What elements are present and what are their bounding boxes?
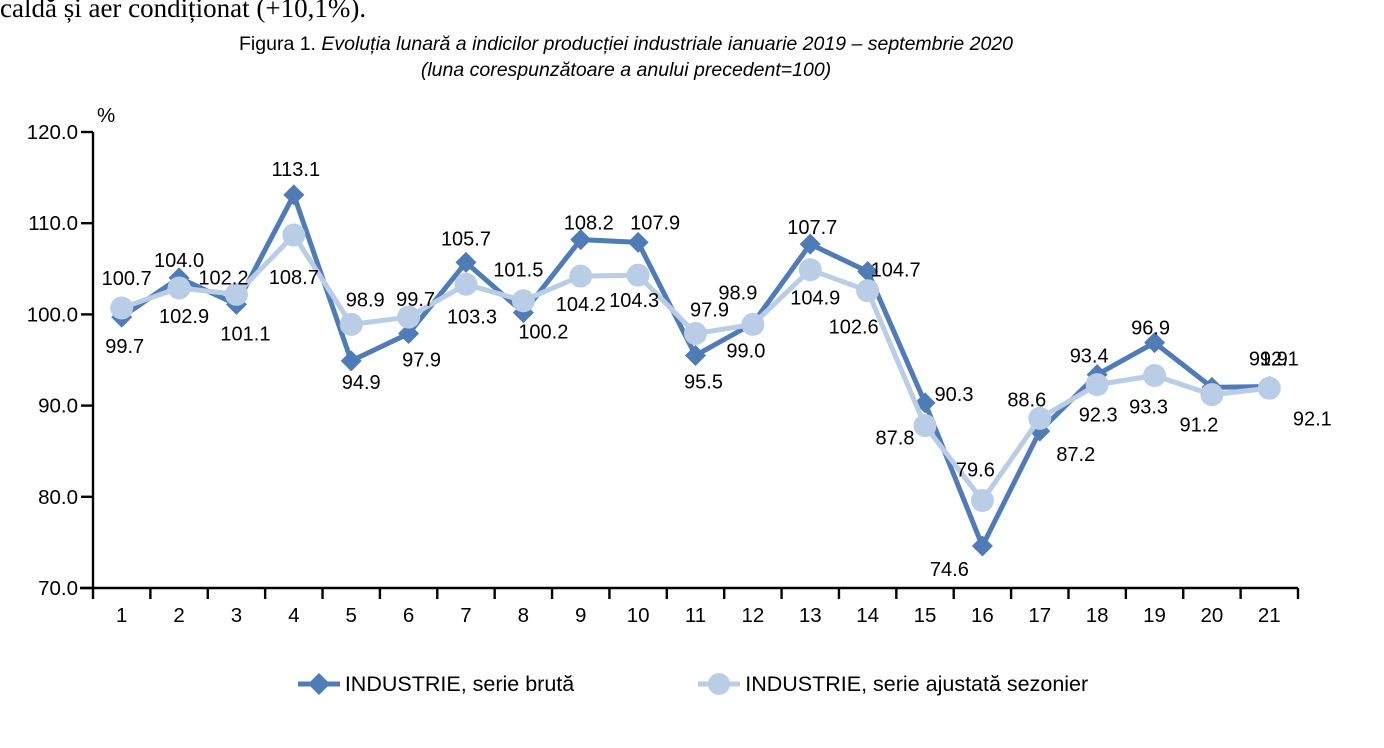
chart-title-main: Evoluția lunară a indicilor producției i… [321,33,1013,55]
svg-text:104.9: 104.9 [790,288,840,310]
axes [80,130,1300,599]
legend-label-serie-ajustata: INDUSTRIE, serie ajustată sezonier [745,671,1089,696]
svg-text:2: 2 [173,604,184,627]
svg-text:120.0: 120.0 [27,121,78,144]
svg-text:92.1: 92.1 [1260,348,1299,370]
chart-title: Figura 1. Evoluția lunară a indicilor pr… [0,33,1252,56]
svg-text:104.0: 104.0 [154,250,204,272]
svg-text:79.6: 79.6 [956,459,995,481]
svg-text:98.9: 98.9 [346,289,385,311]
svg-text:92.1: 92.1 [1293,408,1332,430]
svg-text:96.9: 96.9 [1131,318,1170,340]
svg-text:98.9: 98.9 [718,282,757,304]
diamond-marker-icon [297,673,340,695]
svg-text:100.7: 100.7 [102,268,152,290]
svg-text:104.7: 104.7 [871,260,921,282]
svg-text:102.9: 102.9 [159,306,209,328]
svg-text:104.3: 104.3 [609,290,659,312]
svg-text:3: 3 [231,604,242,627]
svg-text:20: 20 [1201,604,1224,627]
svg-text:12: 12 [741,604,764,627]
svg-text:90.0: 90.0 [38,395,78,418]
svg-text:100.0: 100.0 [27,303,78,326]
svg-text:93.3: 93.3 [1129,397,1168,419]
svg-text:99.7: 99.7 [396,289,435,311]
svg-text:105.7: 105.7 [441,228,491,250]
svg-text:91.9: 91.9 [1249,348,1288,370]
svg-text:108.2: 108.2 [564,213,614,235]
circle-marker-icon [698,673,741,695]
data-labels-serie-ajustata: 100.7 102.9 102.2 108.7 98.9 99.7 103.3 101.5 10… [102,260,1288,482]
chart-subtitle: (luna corespunzătoare a anului precedent… [420,59,832,81]
svg-text:107.9: 107.9 [630,212,680,234]
data-labels-serie-bruta: 99.7 104.0 101.1 113.1 94.9 97.9 105.7 100.2 108… [105,159,1299,581]
svg-text:99.7: 99.7 [105,336,144,358]
svg-text:101.1: 101.1 [220,323,270,345]
svg-text:80.0: 80.0 [38,486,78,509]
svg-text:1: 1 [116,604,127,627]
chart-title-prefix: Figura 1. [239,33,322,55]
legend-item-serie-bruta: INDUSTRIE, serie brută [296,672,574,697]
svg-text:91.2: 91.2 [1179,415,1218,437]
svg-text:6: 6 [403,604,414,627]
svg-text:108.7: 108.7 [269,267,319,289]
svg-text:92.3: 92.3 [1079,405,1118,427]
svg-text:95.5: 95.5 [684,371,723,393]
svg-text:103.3: 103.3 [447,306,497,328]
svg-text:8: 8 [518,604,529,627]
svg-text:93.4: 93.4 [1070,346,1109,368]
svg-text:102.2: 102.2 [198,267,248,289]
svg-text:15: 15 [914,604,937,627]
svg-text:101.5: 101.5 [493,260,543,282]
chart-legend: INDUSTRIE, serie brută INDUSTRIE, serie … [0,663,1384,705]
chart-annotations: 92.1 [1293,408,1332,430]
svg-text:87.2: 87.2 [1056,444,1095,466]
svg-text:9: 9 [575,604,586,627]
svg-text:4: 4 [288,604,299,627]
svg-text:113.1: 113.1 [272,159,321,181]
y-axis-unit-label: % [97,104,115,127]
svg-text:70.0: 70.0 [38,577,78,600]
legend-item-serie-ajustata: INDUSTRIE, serie ajustată sezonier [696,672,1088,697]
document-fragment-text: caldă și aer condiționat (+10,1%). [0,0,367,23]
svg-text:13: 13 [799,604,822,627]
svg-text:7: 7 [460,604,471,627]
svg-text:19: 19 [1143,604,1166,627]
svg-text:74.6: 74.6 [930,559,969,581]
svg-text:104.2: 104.2 [556,294,606,316]
svg-text:99.0: 99.0 [726,341,765,363]
svg-text:88.6: 88.6 [1007,389,1046,411]
svg-text:110.0: 110.0 [28,212,78,235]
series-serie-ajustata [110,223,1281,512]
svg-text:87.8: 87.8 [876,428,915,450]
svg-text:100.2: 100.2 [518,322,568,344]
svg-text:90.3: 90.3 [935,384,974,406]
svg-text:107.7: 107.7 [787,217,837,239]
svg-text:11: 11 [685,604,706,627]
svg-text:16: 16 [971,604,994,627]
svg-text:17: 17 [1028,604,1051,627]
svg-text:94.9: 94.9 [342,372,381,394]
legend-label-serie-bruta: INDUSTRIE, serie brută [344,671,575,696]
svg-text:5: 5 [346,604,357,627]
svg-text:97.9: 97.9 [402,350,441,372]
svg-text:10: 10 [627,604,650,627]
svg-text:21: 21 [1258,604,1281,627]
svg-text:102.6: 102.6 [829,317,879,339]
svg-text:18: 18 [1086,604,1109,627]
svg-text:14: 14 [856,604,879,627]
svg-text:97.9: 97.9 [690,300,729,322]
